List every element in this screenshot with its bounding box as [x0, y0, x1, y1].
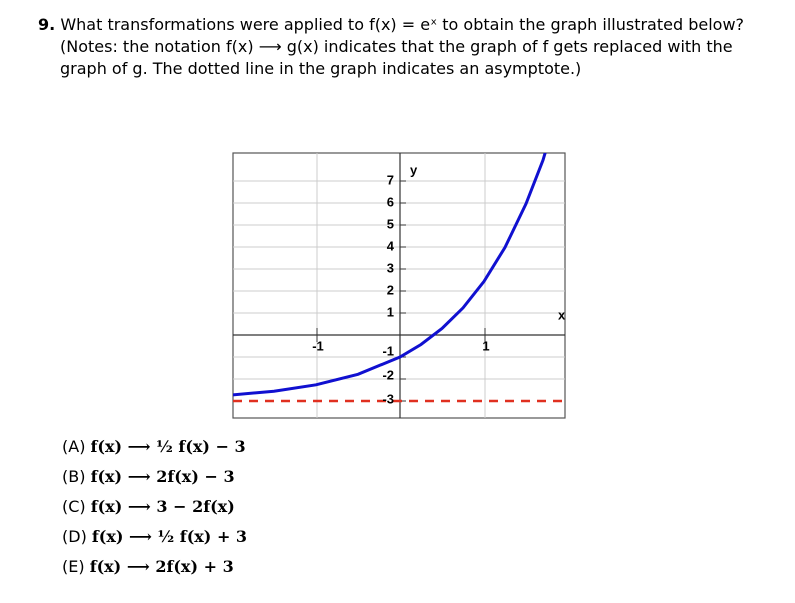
option-expr: f(x) ⟶ ½ f(x) − 3 — [90, 437, 246, 456]
option: (A) f(x) ⟶ ½ f(x) − 3 — [62, 432, 247, 462]
question-line: 9. What transformations were applied to … — [38, 14, 744, 36]
option-label: (B) — [62, 467, 86, 486]
x-axis-label: x — [558, 307, 566, 322]
grid — [233, 153, 565, 418]
y-ticks — [316, 180, 486, 402]
option-label: (D) — [62, 527, 87, 546]
y-label: -1 — [382, 343, 394, 358]
question-text: What transformations were applied to f(x… — [60, 15, 745, 34]
option-label: (A) — [62, 437, 86, 456]
option-expr: f(x) ⟶ 3 − 2f(x) — [90, 497, 235, 516]
x-label: -1 — [312, 338, 324, 353]
option-expr: f(x) ⟶ 2f(x) + 3 — [89, 557, 234, 576]
option: (E) f(x) ⟶ 2f(x) + 3 — [62, 552, 247, 582]
option-expr: f(x) ⟶ ½ f(x) + 3 — [91, 527, 248, 546]
option-label: (E) — [62, 557, 85, 576]
y-label: -2 — [382, 367, 394, 382]
y-label: 6 — [387, 194, 394, 209]
question-line: graph of g. The dotted line in the graph… — [60, 59, 582, 78]
question-number: 9. — [38, 15, 56, 34]
y-label: 1 — [387, 304, 394, 319]
curve — [233, 153, 547, 397]
graph-frame — [232, 152, 566, 419]
option-expr: f(x) ⟶ 2f(x) − 3 — [90, 467, 235, 486]
y-label: 2 — [387, 282, 394, 297]
y-label: 3 — [387, 260, 394, 275]
y-axis-label: y — [410, 162, 418, 177]
option: (B) f(x) ⟶ 2f(x) − 3 — [62, 462, 247, 492]
x-label: 1 — [482, 338, 489, 353]
question-line: (Notes: the notation f(x) ⟶ g(x) indicat… — [60, 37, 733, 56]
options: (A) f(x) ⟶ ½ f(x) − 3 (B) f(x) ⟶ 2f(x) −… — [62, 432, 247, 582]
question: 9. What transformations were applied to … — [38, 14, 744, 80]
option: (D) f(x) ⟶ ½ f(x) + 3 — [62, 522, 247, 552]
y-label: 7 — [387, 172, 394, 187]
option-label: (C) — [62, 497, 86, 516]
y-label: 5 — [387, 216, 394, 231]
y-label: 4 — [387, 238, 395, 253]
option: (C) f(x) ⟶ 3 − 2f(x) — [62, 492, 247, 522]
y-label: -3 — [382, 391, 394, 406]
